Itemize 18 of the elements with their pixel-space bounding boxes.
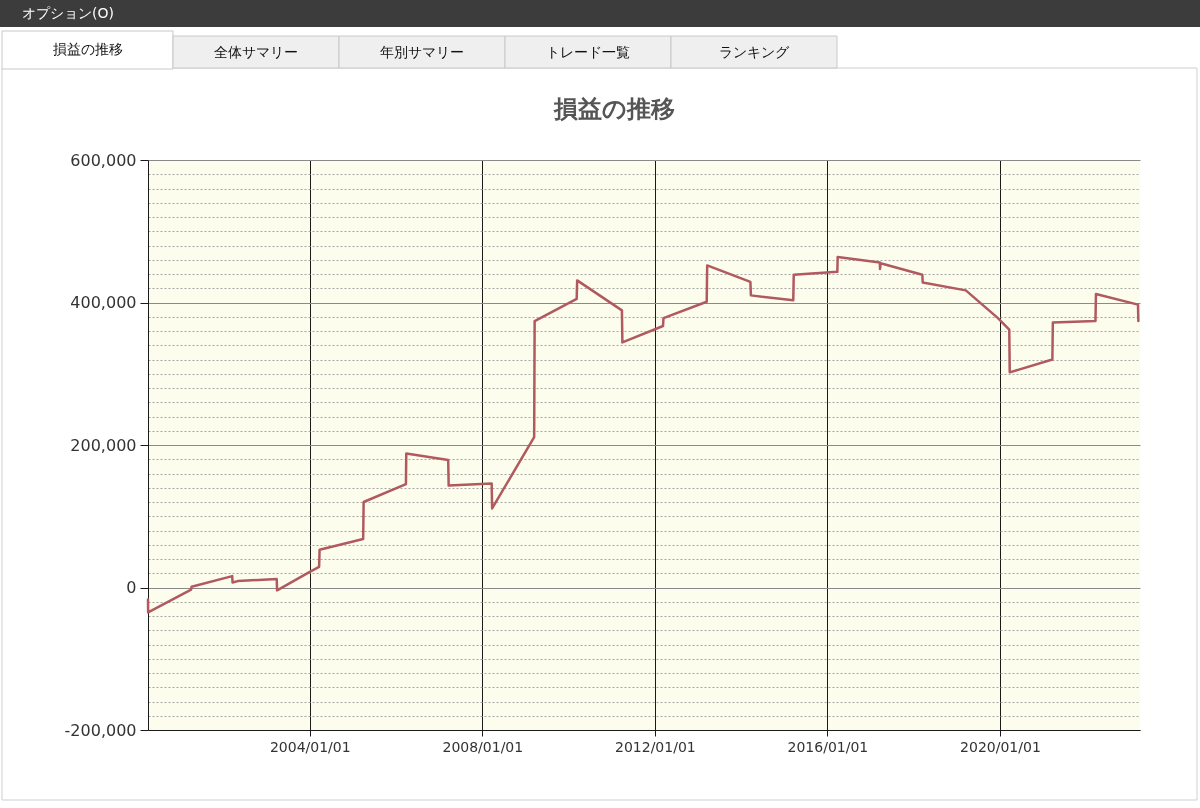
text: ランキング — [719, 44, 790, 60]
text: オプション(O) — [22, 5, 114, 21]
text: トレード一覧 — [546, 44, 630, 60]
y-tick-label: 0 — [126, 578, 137, 597]
x-tick-label: 2020/01/01 — [960, 738, 1041, 755]
text: 年別サマリー — [380, 44, 464, 60]
x-tick-label: 2016/01/01 — [787, 738, 869, 755]
y-tick-label: 600,000 — [70, 150, 137, 170]
y-tick-label: 400,000 — [70, 293, 137, 312]
y-tick-label: 200,000 — [70, 435, 137, 455]
line-series — [146, 255, 1140, 614]
text: 全体サマリー — [214, 44, 298, 60]
text: 損益の推移 — [53, 41, 123, 57]
chart-title: 損益の推移 — [552, 95, 675, 123]
y-tick-label: -200,000 — [64, 720, 137, 740]
x-tick-label: 2012/01/01 — [615, 738, 696, 755]
x-tick-label: 2008/01/01 — [442, 738, 524, 755]
x-tick-label: 2004/01/01 — [269, 738, 351, 755]
